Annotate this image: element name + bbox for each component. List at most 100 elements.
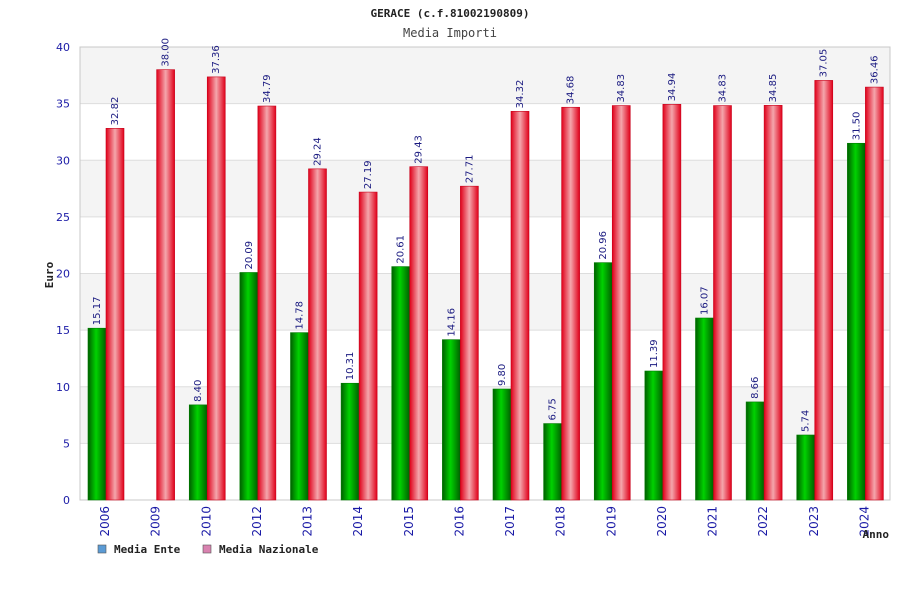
bar-media-ente-2023 <box>796 434 816 501</box>
value-label: 5.74 <box>801 410 812 432</box>
value-label: 32.82 <box>110 97 121 126</box>
value-label: 14.16 <box>446 308 457 337</box>
y-tick-label: 35 <box>56 98 70 111</box>
value-label: 34.83 <box>616 74 627 103</box>
bar-media-nazionale-2015 <box>409 166 429 501</box>
value-label: 9.80 <box>497 364 508 386</box>
value-label: 6.75 <box>548 398 559 420</box>
bar-media-ente-2021 <box>695 317 714 501</box>
x-tick-label: 2006 <box>98 506 112 537</box>
plot-frame <box>79 46 891 501</box>
value-label: 36.46 <box>869 55 880 84</box>
bar-media-ente-2024 <box>847 142 866 501</box>
x-tick-label: 2021 <box>706 506 720 537</box>
x-tick-label: 2024 <box>857 506 871 537</box>
value-label: 11.39 <box>649 339 660 368</box>
value-label: 8.40 <box>193 380 204 402</box>
legend-label: Media Ente <box>114 543 181 556</box>
y-tick-label: 10 <box>56 381 70 394</box>
y-axis: 0 5 10 15 20 25 30 35 40 <box>56 41 70 507</box>
value-label: 31.50 <box>851 112 862 141</box>
bars <box>87 69 884 501</box>
bar-media-nazionale-2006 <box>105 128 125 501</box>
y-tick-label: 0 <box>63 494 70 507</box>
bar-media-ente-2017 <box>492 388 512 501</box>
x-tick-label: 2020 <box>655 506 669 537</box>
x-tick-label: 2009 <box>149 506 163 537</box>
bar-media-ente-2013 <box>290 332 309 501</box>
bar-media-ente-2019 <box>593 262 613 501</box>
value-label: 37.05 <box>819 49 830 78</box>
y-tick-label: 20 <box>56 268 70 281</box>
value-label: 38.00 <box>161 38 172 67</box>
x-tick-label: 2010 <box>199 506 213 537</box>
bar-media-nazionale-2023 <box>814 80 834 501</box>
legend-label: Media Nazionale <box>219 543 319 556</box>
bar-media-nazionale-2018 <box>561 106 580 501</box>
bar-media-ente-2020 <box>644 370 664 501</box>
bar-media-nazionale-2019 <box>611 105 631 501</box>
bar-media-ente-2015 <box>391 266 411 501</box>
x-tick-label: 2017 <box>503 506 517 537</box>
value-label: 20.96 <box>598 231 609 260</box>
x-tick-label: 2013 <box>301 506 315 537</box>
value-label: 34.32 <box>515 80 526 109</box>
value-label: 10.31 <box>345 352 356 381</box>
bar-media-nazionale-2024 <box>865 86 884 501</box>
bar-media-ente-2016 <box>442 339 461 501</box>
value-label: 37.36 <box>211 45 222 74</box>
y-tick-label: 5 <box>63 437 70 450</box>
value-label: 15.17 <box>92 297 103 326</box>
bar-media-nazionale-2022 <box>763 105 783 501</box>
bar-media-nazionale-2016 <box>460 185 479 501</box>
legend-swatch <box>97 544 107 554</box>
x-tick-label: 2014 <box>351 506 365 537</box>
bar-media-nazionale-2012 <box>257 105 277 501</box>
x-tick-label: 2019 <box>604 506 618 537</box>
bar-media-ente-2022 <box>745 401 765 501</box>
y-tick-label: 25 <box>56 211 70 224</box>
bar-media-ente-2014 <box>340 382 360 501</box>
value-label: 29.43 <box>414 135 425 164</box>
y-axis-label: Euro <box>43 261 56 288</box>
y-tick-label: 30 <box>56 154 70 167</box>
x-axis: 2006 2009 2010 2012 2013 2014 2015 2016 2017 2018… <box>98 506 871 537</box>
x-tick-label: 2023 <box>807 506 821 537</box>
bar-media-nazionale-2021 <box>713 105 732 501</box>
value-label: 34.83 <box>718 74 729 103</box>
bar-media-nazionale-2013 <box>308 168 327 501</box>
bar-media-ente-2006 <box>87 327 107 501</box>
y-tick-label: 15 <box>56 324 70 337</box>
x-tick-label: 2018 <box>554 506 568 537</box>
value-label: 16.07 <box>700 286 711 315</box>
x-tick-label: 2012 <box>250 506 264 537</box>
value-label: 34.94 <box>667 73 678 102</box>
chart-title: GERACE (c.f.81002190809) <box>371 7 530 20</box>
value-labels: 15.17 32.82 38.00 8.40 37.36 20.09 34.79 14.78 2… <box>92 38 880 432</box>
value-label: 27.19 <box>363 160 374 189</box>
value-label: 34.85 <box>768 74 779 103</box>
value-label: 8.66 <box>750 377 761 399</box>
value-label: 20.61 <box>396 235 407 264</box>
value-label: 20.09 <box>244 241 255 270</box>
bar-media-nazionale-2014 <box>358 191 378 501</box>
bar-media-ente-2010 <box>188 404 208 501</box>
x-axis-label: Anno <box>863 528 890 541</box>
bar-media-ente-2018 <box>543 423 562 501</box>
legend: Media Ente Media Nazionale <box>97 543 319 556</box>
value-label: 34.79 <box>262 74 273 103</box>
legend-swatch <box>202 544 212 554</box>
chart-subtitle: Media Importi <box>403 26 497 40</box>
value-label: 29.24 <box>313 137 324 166</box>
bar-media-nazionale-2020 <box>662 104 682 501</box>
value-label: 14.78 <box>295 301 306 330</box>
bar-media-nazionale-2010 <box>206 76 226 501</box>
value-label: 34.68 <box>566 76 577 105</box>
y-tick-label: 40 <box>56 41 70 54</box>
bar-media-nazionale-2017 <box>510 111 530 501</box>
bar-media-nazionale-2009 <box>156 69 175 501</box>
bar-media-ente-2012 <box>239 272 259 501</box>
x-tick-label: 2022 <box>756 506 770 537</box>
